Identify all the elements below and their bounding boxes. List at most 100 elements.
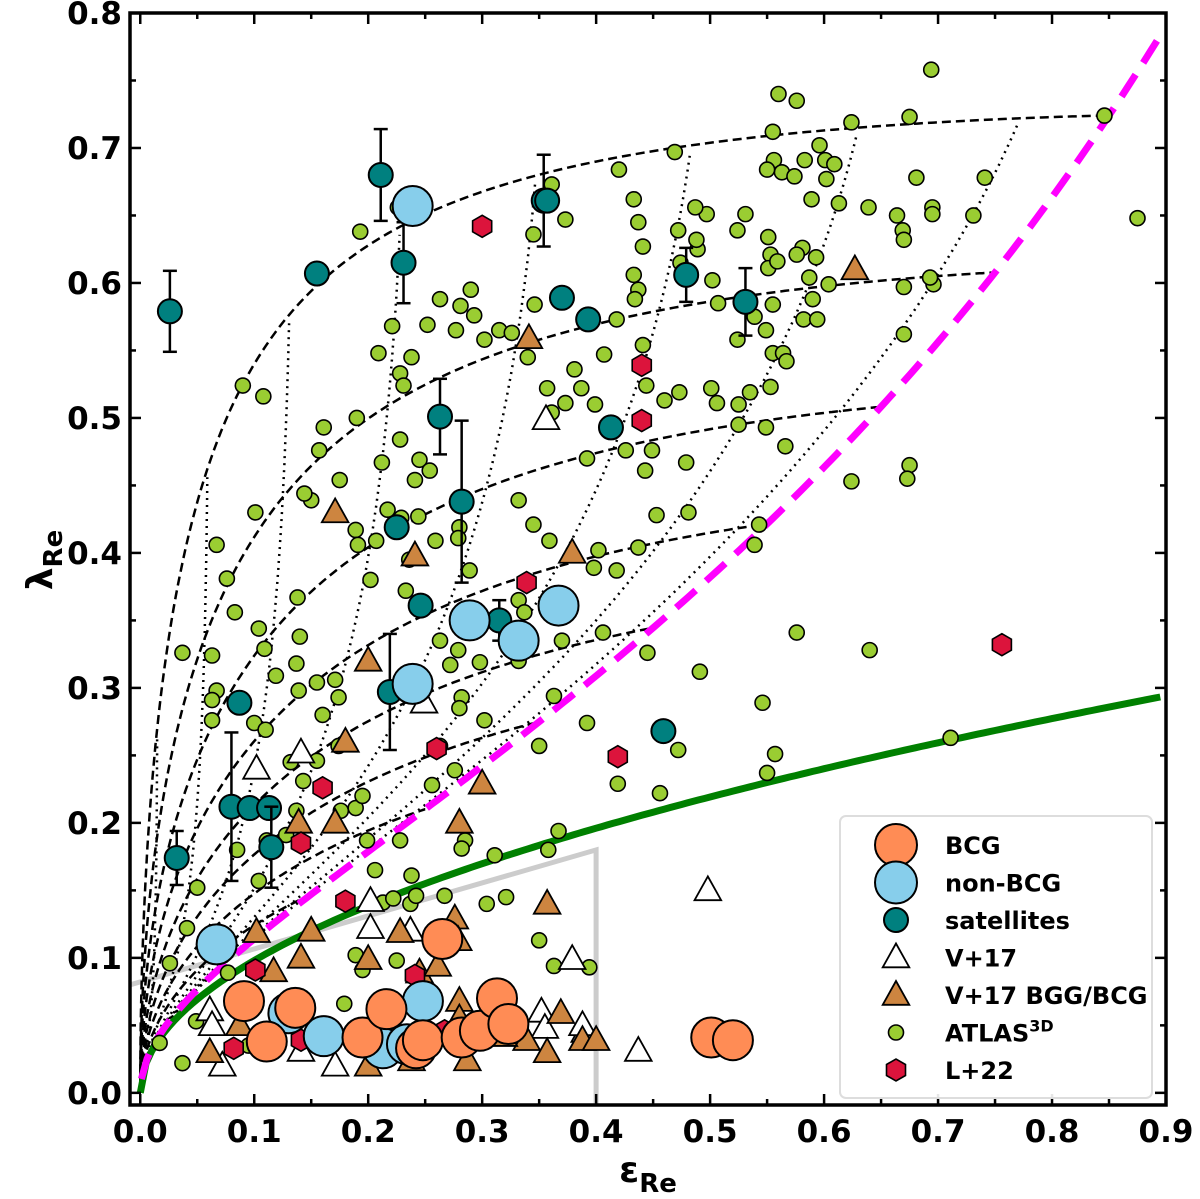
atlas3d-point (391, 832, 409, 849)
atlas3d-point (331, 471, 349, 489)
legend-marker-v17bgg (881, 979, 911, 1006)
atlas3d-point (778, 352, 795, 370)
y-tick-label: 0.1 (67, 941, 122, 977)
y-tick-label: 0.4 (67, 536, 122, 572)
atlas3d-point (476, 331, 493, 348)
atlas3d-point (203, 691, 221, 709)
atlas3d-point (161, 954, 179, 972)
atlas3d-point (737, 205, 754, 223)
atlas3d-point (407, 887, 425, 905)
atlas3d-point (226, 604, 244, 621)
inclination-curve (139, 323, 291, 1087)
atlas3d-point (423, 776, 441, 794)
atlas3d-point (391, 431, 409, 448)
v17-point (286, 736, 316, 764)
inclination-curve (139, 234, 401, 1085)
atlas3d-point (446, 761, 464, 779)
atlas3d-point (746, 536, 763, 554)
x-tick-label: 0.8 (1025, 1114, 1080, 1150)
atlas3d-point (410, 508, 427, 525)
v17-point (355, 885, 386, 912)
satellite-point (258, 834, 285, 861)
atlas3d-point (573, 379, 590, 397)
atlas3d-point (788, 246, 806, 263)
atlas3d-point (691, 663, 709, 681)
atlas3d-point (610, 161, 628, 178)
v17-bgg-bcg-point (545, 997, 576, 1024)
atlas3d-point (257, 721, 274, 739)
v17-point (320, 1050, 350, 1077)
atlas3d-point (729, 222, 746, 239)
atlas3d-point (228, 841, 246, 859)
l22-point (516, 570, 537, 595)
legend-marker-satellites (883, 907, 909, 933)
atlas3d-point (898, 470, 916, 487)
v17-bgg-bcg-point (320, 496, 350, 524)
inclination-curve (139, 477, 209, 1089)
satellite-point (390, 249, 417, 276)
atlas3d-point (709, 294, 727, 312)
atlas3d-point (741, 383, 759, 401)
atlas3d-point (358, 832, 376, 849)
l22-point (223, 1036, 244, 1061)
atlas3d-point (421, 462, 439, 479)
atlas3d-point (651, 784, 669, 802)
atlas3d-point (895, 325, 913, 343)
atlas3d-point (976, 169, 994, 186)
atlas3d-point (250, 872, 268, 890)
atlas3d-point (758, 764, 776, 782)
atlas3d-point (807, 249, 825, 266)
atlas3d-point (314, 706, 331, 724)
atlas3d-point (762, 378, 779, 396)
atlas3d-point (351, 223, 369, 240)
atlas3d-point (403, 348, 420, 366)
atlas3d-point (208, 536, 225, 554)
atlas3d-point (478, 895, 496, 913)
l22-point (426, 736, 447, 761)
legend-marker-atlas (887, 1024, 905, 1041)
atlas3d-point (818, 170, 835, 188)
l22-point (245, 958, 266, 982)
atlas3d-point (924, 205, 941, 223)
v17-bgg-bcg-point (467, 767, 498, 795)
atlas3d-point (256, 640, 273, 658)
atlas3d-point (255, 388, 272, 405)
atlas3d-point (427, 532, 444, 550)
y-tick-label: 0.8 (67, 0, 122, 32)
atlas3d-point (634, 238, 652, 255)
bcg-point (245, 1020, 288, 1063)
atlas3d-point (452, 297, 469, 315)
atlas3d-point (326, 671, 344, 689)
atlas3d-point (636, 462, 654, 479)
v17-point (531, 403, 561, 430)
atlas3d-point (525, 226, 542, 243)
l22-point (991, 632, 1013, 657)
atlas3d-point (557, 394, 574, 412)
atlas3d-point (585, 559, 603, 577)
atlas3d-point (820, 276, 837, 293)
atlas3d-point (843, 114, 860, 131)
atlas3d-point (671, 383, 688, 401)
atlas3d-point (590, 541, 607, 559)
atlas3d-point (347, 521, 364, 539)
v17-point (355, 912, 386, 939)
atlas3d-point (796, 151, 814, 169)
atlas3d-point (758, 161, 776, 178)
atlas3d-point (708, 394, 726, 412)
atlas3d-point (786, 168, 803, 185)
x-tick-label: 0.2 (341, 1114, 396, 1150)
v17-bgg-bcg-point (532, 1036, 562, 1064)
legend-marker-bcg (874, 823, 918, 867)
atlas3d-point (519, 348, 537, 366)
axes: 0.0 0.1 0.2 0.3 0.4 0.5 0.6 0.7 0.8 0.9 0.0 0.1 0.2 0… (67, 0, 1193, 1150)
atlas3d-point (288, 655, 305, 672)
satellite-point (163, 844, 190, 871)
atlas3d-point (730, 396, 747, 413)
atlas3d-point (403, 867, 420, 884)
intrinsic-ellipticity-curve (139, 807, 426, 1091)
atlas3d-point (578, 714, 596, 732)
atlas3d-point (757, 419, 775, 436)
atlas3d-point (449, 641, 467, 659)
atlas3d-point (541, 532, 558, 550)
